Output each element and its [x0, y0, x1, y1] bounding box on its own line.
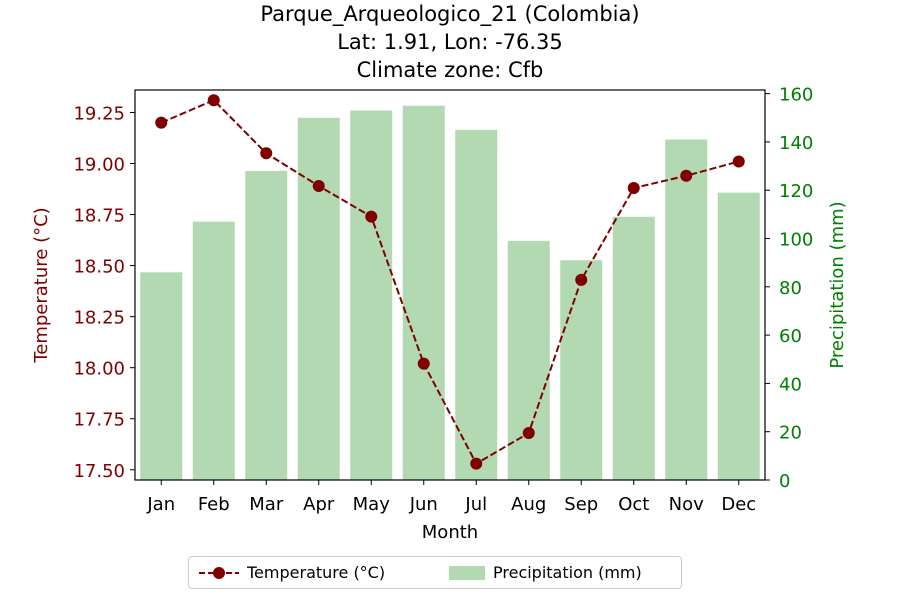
precip-bar-sep: [560, 260, 603, 480]
y-left-tick-label: 18.50: [73, 257, 125, 278]
y-left-tick-label: 17.50: [73, 461, 125, 482]
chart-axes: Jan Feb Mar Apr May Jun Jul Aug Sep Oct Nov Dec Mont…: [31, 85, 848, 543]
x-tick-label: Dec: [721, 494, 756, 515]
y-right-tick-label: 0: [779, 471, 790, 492]
temp-point-mar: [260, 147, 273, 160]
temp-point-feb: [207, 94, 220, 107]
temp-point-oct: [627, 182, 640, 195]
temp-point-aug: [522, 427, 535, 440]
chart-title-line3: Climate zone: Cfb: [356, 58, 544, 82]
x-tick-label: Apr: [303, 494, 335, 515]
precip-bar-may: [350, 110, 393, 481]
temp-point-apr: [312, 179, 325, 192]
y-right-axis-label: Precipitation (mm): [827, 201, 848, 368]
legend-precipitation-swatch: [449, 565, 485, 580]
y-right-tick-label: 100: [779, 230, 813, 251]
x-tick-label: Aug: [511, 494, 546, 515]
legend-temperature-label: Temperature (°C): [247, 563, 386, 582]
y-left-tick-label: 18.25: [73, 308, 125, 329]
precip-bar-jun: [402, 105, 445, 480]
legend-temperature-swatch: [199, 566, 239, 579]
climate-chart: Jan Feb Mar Apr May Jun Jul Aug Sep Oct Nov Dec Mont…: [31, 85, 848, 543]
legend-precipitation-label: Precipitation (mm): [493, 563, 642, 582]
temp-point-may: [365, 210, 378, 223]
y-right-tick-label: 40: [779, 374, 802, 395]
temp-point-jul: [470, 457, 483, 470]
x-tick-label: Oct: [618, 494, 649, 515]
temp-point-nov: [680, 169, 693, 182]
precip-bar-feb: [192, 221, 235, 480]
precip-bar-oct: [612, 216, 655, 480]
legend: Temperature (°C) Precipitation (mm): [188, 556, 682, 589]
x-tick-label: May: [353, 494, 391, 515]
y-right-tick-label: 80: [779, 278, 802, 299]
y-right-tick-label: 160: [779, 85, 813, 106]
x-tick-label: Jul: [464, 494, 487, 515]
temp-point-jun: [417, 357, 430, 370]
temp-point-sep: [575, 273, 588, 286]
x-tick-label: Feb: [198, 494, 230, 515]
y-right-tick-label: 140: [779, 133, 813, 154]
precip-bar-jul: [455, 129, 498, 480]
y-left-tick-label: 17.75: [73, 410, 125, 431]
temperature-series-line: [160, 99, 740, 466]
precip-bar-jan: [140, 272, 183, 480]
y-right-tick-label: 20: [779, 423, 802, 444]
precip-bar-dec: [717, 192, 760, 480]
x-tick-label: Jun: [409, 494, 438, 515]
temperature-line: [155, 94, 745, 470]
x-tick-label: Sep: [564, 494, 598, 515]
precip-bar-mar: [245, 170, 288, 480]
precip-bar-apr: [297, 117, 340, 480]
y-right-tick-label: 120: [779, 181, 813, 202]
precip-bar-nov: [665, 139, 708, 480]
y-left-tick-label: 18.75: [73, 206, 125, 227]
chart-title-line2: Lat: 1.91, Lon: -76.35: [337, 30, 563, 54]
y-left-tick-label: 19.00: [73, 155, 125, 176]
x-axis-label: Month: [422, 522, 478, 543]
y-left-axis-label: Temperature (°C): [31, 207, 52, 363]
precipitation-bars: [140, 105, 760, 481]
y-right-tick-label: 60: [779, 326, 802, 347]
precip-bar-aug: [507, 240, 550, 480]
x-tick-label: Nov: [669, 494, 704, 515]
x-tick-label: Mar: [249, 494, 284, 515]
temp-point-jan: [155, 116, 168, 129]
x-tick-label: Jan: [146, 494, 175, 515]
legend-item-precipitation: Precipitation (mm): [449, 563, 642, 582]
temp-point-dec: [732, 155, 745, 168]
plot-frame: [134, 89, 766, 481]
y-left-tick-label: 19.25: [73, 103, 125, 124]
chart-title-line1: Parque_Arqueologico_21 (Colombia): [260, 2, 640, 26]
legend-item-temperature: Temperature (°C): [199, 563, 385, 582]
y-left-tick-label: 18.00: [73, 359, 125, 380]
